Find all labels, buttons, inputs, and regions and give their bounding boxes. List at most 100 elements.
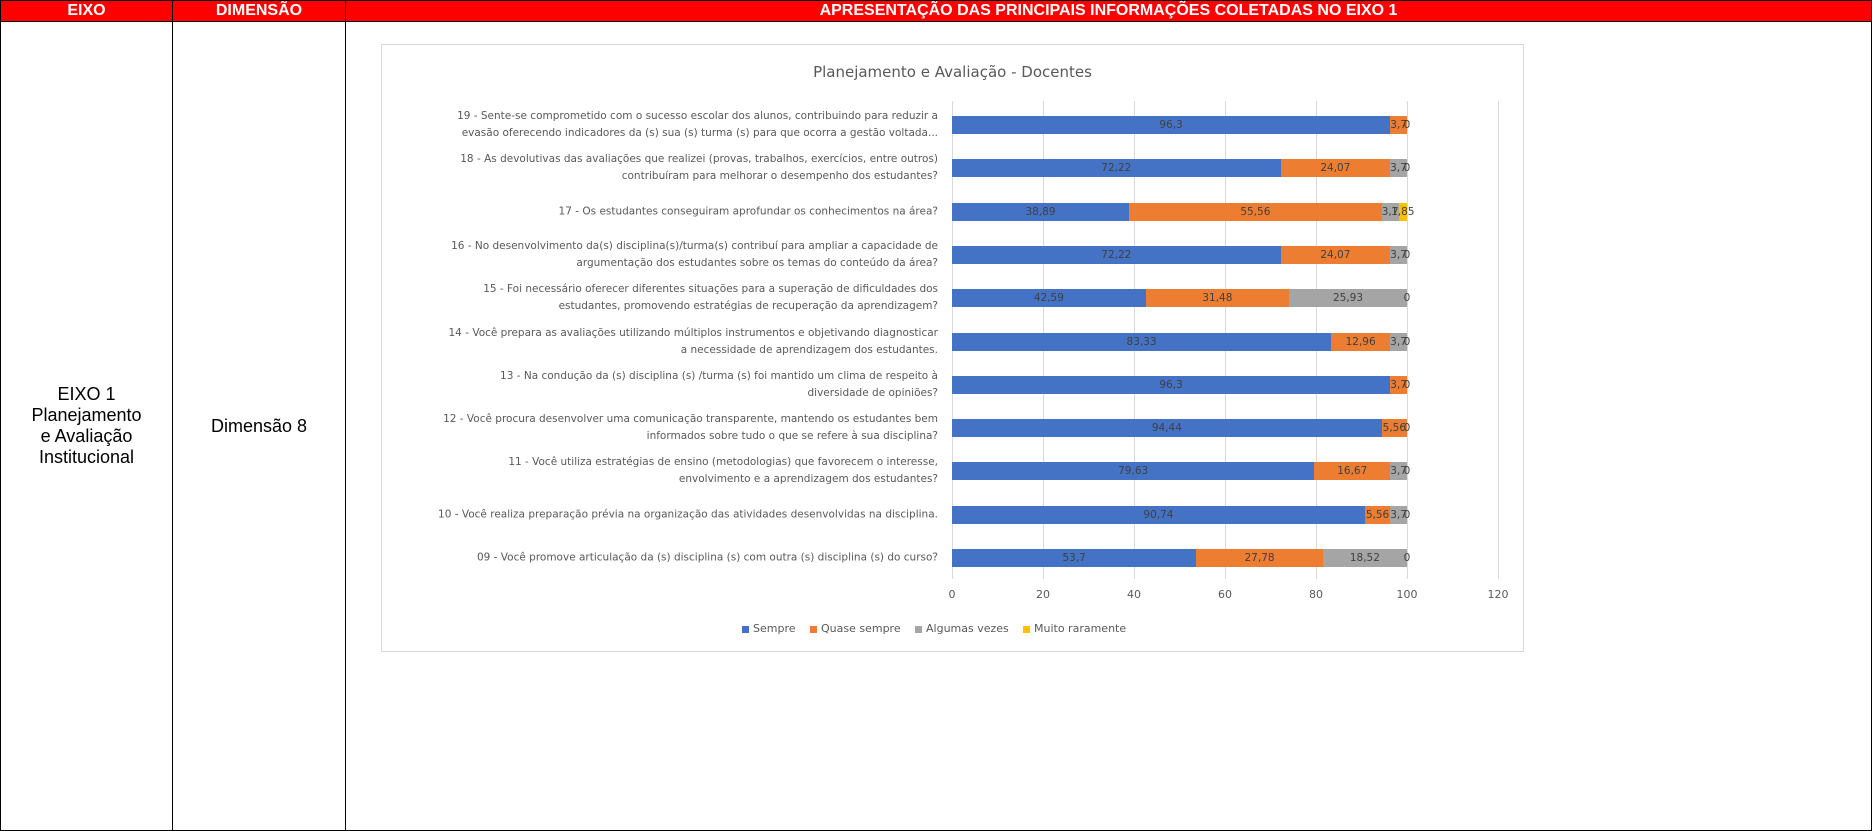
bar-segment	[1390, 116, 1407, 134]
bar-segment	[1364, 505, 1391, 524]
bar-segment	[1390, 462, 1407, 481]
bar-segment	[952, 245, 1281, 264]
data-label: 24,07	[1320, 162, 1351, 175]
data-label: 0	[1403, 378, 1411, 391]
data-label: 38,89	[1025, 205, 1056, 218]
bar-segment	[1280, 245, 1391, 264]
chart: Planejamento e Avaliação - Docentes 0 20 4…	[381, 44, 1524, 652]
category-label: 09 - Você promove articulação da (s) dis…	[476, 551, 938, 564]
x-tick-label: 60	[1218, 588, 1232, 601]
data-label: 3,7	[1390, 162, 1407, 175]
category-label: 12 - Você procura desenvolver uma comuni…	[443, 413, 938, 443]
legend-label: Sempre	[753, 622, 796, 635]
bar-segment	[1289, 289, 1407, 308]
data-label: 96,3	[1159, 378, 1183, 391]
body-cell: Dimensão 8	[172, 21, 346, 831]
grid-line	[1498, 101, 1499, 579]
bar-segment	[1314, 462, 1391, 481]
category-label: 15 - Foi necessário oferecer diferentes …	[483, 283, 938, 313]
category-label: 17 - Os estudantes conseguiram aprofunda…	[558, 205, 938, 218]
data-label: 1,85	[1391, 205, 1415, 218]
data-label: 72,22	[1101, 162, 1132, 175]
bar-segment	[952, 116, 1391, 134]
legend-label: Quase sempre	[821, 622, 901, 635]
data-label: 3,7	[1390, 119, 1407, 131]
x-tick-label: 20	[1036, 588, 1050, 601]
category-label: 10 - Você realiza preparação prévia na o…	[438, 508, 938, 521]
data-label: 24,07	[1320, 248, 1351, 261]
data-label: 31,48	[1202, 292, 1233, 305]
data-label: 0	[1403, 335, 1411, 348]
data-label: 72,22	[1101, 248, 1132, 261]
data-label: 0	[1403, 292, 1411, 305]
data-label: 5,56	[1382, 422, 1407, 435]
bar-segment	[952, 375, 1391, 394]
data-label: 96,3	[1159, 119, 1183, 131]
legend-swatch	[810, 626, 817, 633]
category-label: 13 - Na condução da (s) disciplina (s) /…	[500, 369, 938, 399]
data-label: 55,56	[1240, 205, 1271, 218]
data-label: 25,93	[1332, 292, 1364, 305]
bar-segment	[1381, 419, 1407, 438]
header-cell: EIXO	[0, 0, 173, 22]
header-cell: DIMENSÃO	[172, 0, 346, 22]
legend-label: Muito raramente	[1034, 622, 1127, 635]
bar-segment	[952, 419, 1382, 438]
body-cell: EIXO 1 Planejamento e Avaliação Instituc…	[0, 21, 173, 831]
data-label: 83,33	[1126, 335, 1157, 348]
grid-line	[1407, 101, 1408, 579]
bar-segment	[1331, 332, 1391, 351]
data-label: 12,96	[1345, 335, 1376, 348]
data-label: 27,78	[1244, 552, 1275, 564]
x-tick-label: 100	[1396, 588, 1418, 601]
data-label: 94,44	[1151, 422, 1182, 435]
data-label: 3,7	[1390, 378, 1407, 391]
data-label: 0	[1403, 162, 1411, 175]
legend-swatch	[1023, 626, 1030, 633]
data-label: 3,7	[1390, 508, 1407, 521]
bar-segment	[952, 332, 1332, 351]
bar-segment	[1398, 202, 1407, 221]
category-label: 11 - Você utiliza estratégias de ensino …	[508, 456, 938, 486]
bar-segment	[1196, 549, 1323, 567]
data-label: 16,67	[1337, 465, 1368, 478]
bar-segment	[1145, 289, 1289, 308]
data-label: 3,7	[1390, 465, 1407, 478]
header-cell: APRESENTAÇÃO DAS PRINCIPAIS INFORMAÇÕES …	[345, 0, 1872, 22]
data-label: 3,7	[1381, 205, 1399, 218]
bar-segment	[1280, 159, 1391, 178]
bar-segment	[1390, 332, 1407, 351]
data-label: 79,63	[1118, 465, 1149, 478]
legend-swatch	[915, 626, 922, 633]
bar-segment	[952, 289, 1146, 308]
bar-segment	[1390, 245, 1407, 264]
bar-segment	[1390, 505, 1407, 524]
data-label: 3,7	[1390, 248, 1407, 261]
bar-segment	[952, 505, 1365, 524]
legend-swatch	[742, 626, 749, 633]
category-label: 14 - Você prepara as avaliações utilizan…	[448, 326, 939, 356]
chart-title: Planejamento e Avaliação - Docentes	[813, 63, 1092, 81]
category-label: 19 - Sente-se comprometido com o sucesso…	[457, 110, 938, 139]
data-label: 90,74	[1143, 508, 1174, 521]
category-label: 18 - As devolutivas das avaliações que r…	[460, 153, 938, 183]
bar-segment	[1390, 375, 1407, 394]
bar-segment	[1322, 549, 1407, 567]
data-label: 18,52	[1349, 552, 1380, 564]
category-label: 16 - No desenvolvimento da(s) disciplina…	[451, 239, 938, 269]
bar-segment	[952, 159, 1281, 178]
data-label: 3,7	[1390, 335, 1407, 348]
bar-segment	[1390, 159, 1407, 178]
data-label: 5,56	[1365, 508, 1390, 521]
bar-segment	[952, 202, 1129, 221]
bar-segment	[952, 549, 1197, 567]
bar-segment	[1381, 202, 1399, 221]
data-label: 0	[1403, 119, 1411, 131]
data-label: 42,59	[1033, 292, 1064, 305]
x-tick-label: 80	[1309, 588, 1323, 601]
legend-label: Algumas vezes	[926, 622, 1009, 635]
bar-segment	[1128, 202, 1382, 221]
bar-segment	[952, 462, 1315, 481]
data-label: 0	[1403, 422, 1411, 435]
